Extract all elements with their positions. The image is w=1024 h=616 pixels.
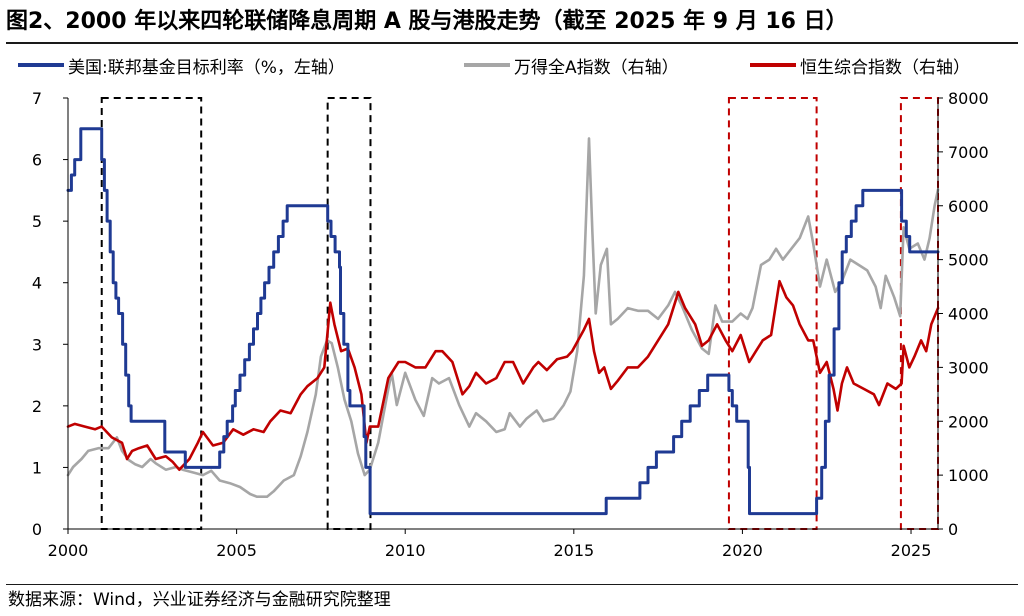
- y-left-tick-label: 0: [32, 520, 42, 539]
- y-left-tick-label: 2: [32, 397, 42, 416]
- series-line-wind-a: [66, 137, 940, 498]
- source-divider: [6, 584, 1018, 585]
- y-right-tick-label: 5000: [948, 251, 989, 270]
- legend-label-wind-a: 万得全A指数（右轴）: [514, 57, 679, 78]
- x-tick-label: 2000: [48, 541, 89, 560]
- chart-plot: 0 1 2 3 4 5 6 7 0 1000 2000 3000 4000 5000 6000 7000 800…: [32, 89, 989, 560]
- legend-label-hsci: 恒生综合指数（右轴）: [800, 57, 970, 78]
- highlight-box-2: [326, 97, 372, 530]
- series-lines: [66, 127, 940, 516]
- source-note: 数据来源：Wind，兴业证券经济与金融研究院整理: [8, 590, 391, 610]
- legend-item-hsci: 恒生综合指数（右轴）: [750, 50, 970, 80]
- y-right-tick-label: 7000: [948, 143, 989, 162]
- y-left-tick-label: 1: [32, 458, 42, 477]
- y-left-tick-label: 6: [32, 151, 42, 170]
- y-right-tick-label: 8000: [948, 89, 989, 108]
- series-line-fed: [66, 127, 940, 516]
- y-right-tick-label: 4000: [948, 305, 989, 324]
- y-right-tick-label: 2000: [948, 412, 989, 431]
- y-right-tick-label: 6000: [948, 197, 989, 216]
- y-left-tick-label: 4: [32, 274, 42, 293]
- legend-item-wind-a: 万得全A指数（右轴）: [464, 50, 679, 80]
- highlight-boxes: [100, 97, 940, 530]
- y-left-tick-label: 5: [32, 212, 42, 231]
- x-tick-label: 2005: [216, 541, 257, 560]
- legend-swatch-fed: [18, 63, 64, 67]
- y-left-tick-label: 3: [32, 335, 42, 354]
- y-left-tick-label: 7: [32, 89, 42, 108]
- highlight-box-4: [899, 97, 940, 530]
- y-right-tick-label: 0: [948, 520, 958, 539]
- legend-item-fed: 美国:联邦基金目标利率（%，左轴）: [18, 50, 345, 80]
- chart-title: 图2、2000 年以来四轮联储降息周期 A 股与港股走势（截至 2025 年 9…: [6, 9, 848, 34]
- chart-axes: 0 1 2 3 4 5 6 7 0 1000 2000 3000 4000 5000 6000 7000 800…: [32, 89, 989, 560]
- x-tick-label: 2015: [553, 541, 594, 560]
- x-tick-label: 2010: [385, 541, 426, 560]
- y-right-tick-label: 3000: [948, 358, 989, 377]
- legend: 美国:联邦基金目标利率（%，左轴） 万得全A指数（右轴） 恒生综合指数（右轴）: [14, 50, 1014, 80]
- series-line-hsci: [66, 279, 940, 471]
- title-divider: [6, 42, 1018, 44]
- highlight-box-3: [727, 97, 818, 530]
- y-right-tick-label: 1000: [948, 466, 989, 485]
- x-tick-label: 2025: [891, 541, 932, 560]
- x-tick-label: 2020: [722, 541, 763, 560]
- legend-label-fed: 美国:联邦基金目标利率（%，左轴）: [68, 57, 345, 78]
- legend-swatch-wind-a: [464, 63, 510, 67]
- legend-swatch-hsci: [750, 63, 796, 67]
